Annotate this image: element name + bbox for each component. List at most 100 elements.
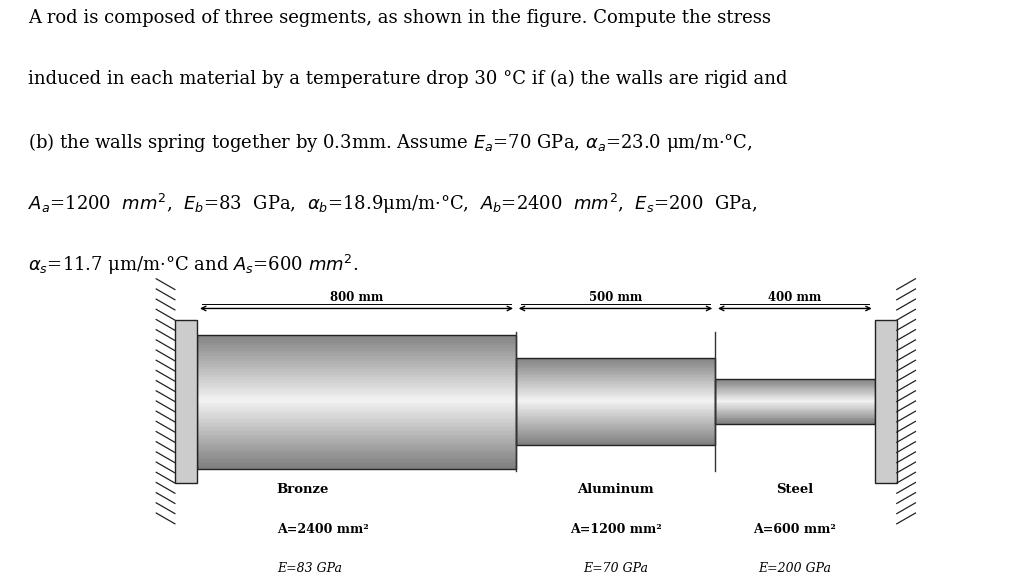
Bar bbox=[197, 348, 516, 351]
Bar bbox=[516, 396, 715, 398]
Bar bbox=[197, 447, 516, 450]
Bar bbox=[715, 379, 875, 424]
Bar bbox=[197, 418, 516, 420]
Bar bbox=[197, 439, 516, 442]
Bar bbox=[516, 398, 715, 400]
Bar bbox=[516, 430, 715, 431]
Bar bbox=[197, 460, 516, 463]
Bar bbox=[197, 431, 516, 434]
Bar bbox=[715, 382, 875, 383]
Text: E=83 GPa: E=83 GPa bbox=[277, 562, 342, 575]
Bar bbox=[715, 409, 875, 410]
Text: Bronze: Bronze bbox=[277, 483, 330, 496]
Bar bbox=[197, 423, 516, 425]
Bar bbox=[715, 405, 875, 406]
Bar bbox=[715, 414, 875, 415]
Text: A=600 mm²: A=600 mm² bbox=[753, 523, 836, 535]
Bar bbox=[197, 378, 516, 380]
Bar bbox=[516, 384, 715, 386]
Bar bbox=[715, 395, 875, 396]
Bar bbox=[715, 406, 875, 407]
Bar bbox=[516, 395, 715, 396]
Bar bbox=[715, 386, 875, 388]
Bar bbox=[715, 420, 875, 421]
Bar bbox=[715, 408, 875, 409]
Bar bbox=[715, 416, 875, 417]
Text: A=2400 mm²: A=2400 mm² bbox=[277, 523, 369, 535]
Bar bbox=[715, 421, 875, 422]
Bar bbox=[197, 463, 516, 466]
Bar bbox=[516, 402, 715, 403]
Bar bbox=[516, 377, 715, 379]
Bar bbox=[197, 361, 516, 364]
Bar bbox=[516, 382, 715, 384]
Bar bbox=[197, 364, 516, 367]
Bar bbox=[197, 340, 516, 343]
Bar bbox=[197, 372, 516, 375]
Bar bbox=[197, 367, 516, 370]
Bar bbox=[516, 421, 715, 423]
Bar bbox=[197, 345, 516, 348]
Bar bbox=[197, 452, 516, 455]
Bar bbox=[516, 368, 715, 370]
Bar bbox=[197, 353, 516, 356]
Bar bbox=[715, 423, 875, 424]
Bar bbox=[715, 418, 875, 419]
Bar bbox=[715, 392, 875, 393]
Bar bbox=[197, 335, 516, 338]
Text: E=70 GPa: E=70 GPa bbox=[583, 562, 648, 575]
Bar bbox=[715, 383, 875, 384]
Bar bbox=[197, 428, 516, 431]
Bar bbox=[516, 416, 715, 417]
Bar bbox=[516, 361, 715, 363]
Bar bbox=[715, 397, 875, 398]
Bar bbox=[516, 403, 715, 405]
Bar bbox=[715, 399, 875, 400]
Bar bbox=[715, 404, 875, 405]
Bar bbox=[516, 391, 715, 393]
Bar bbox=[516, 428, 715, 430]
Text: A rod is composed of three segments, as shown in the figure. Compute the stress: A rod is composed of three segments, as … bbox=[28, 9, 771, 27]
Bar bbox=[516, 443, 715, 445]
Bar bbox=[516, 426, 715, 428]
Bar bbox=[197, 393, 516, 396]
Bar bbox=[516, 423, 715, 424]
Bar bbox=[516, 386, 715, 388]
Bar bbox=[516, 431, 715, 433]
Bar bbox=[516, 400, 715, 402]
Bar bbox=[197, 338, 516, 340]
Bar bbox=[715, 417, 875, 418]
Bar bbox=[197, 359, 516, 361]
Bar bbox=[516, 405, 715, 407]
Bar bbox=[197, 380, 516, 383]
Bar bbox=[197, 370, 516, 372]
Bar bbox=[715, 413, 875, 414]
Bar bbox=[197, 450, 516, 452]
Bar bbox=[516, 365, 715, 367]
Bar bbox=[516, 407, 715, 409]
Bar bbox=[715, 407, 875, 408]
Bar bbox=[197, 425, 516, 428]
Bar bbox=[516, 360, 715, 361]
Bar bbox=[516, 417, 715, 419]
Bar bbox=[715, 393, 875, 395]
Bar bbox=[516, 442, 715, 443]
Bar bbox=[516, 409, 715, 410]
Bar bbox=[516, 367, 715, 368]
Bar bbox=[715, 398, 875, 399]
Bar bbox=[197, 402, 516, 404]
Text: Steel: Steel bbox=[776, 483, 814, 496]
Text: $\alpha_s$=11.7 μm/m·°C and $A_s$=600 $mm^2$.: $\alpha_s$=11.7 μm/m·°C and $A_s$=600 $m… bbox=[28, 253, 359, 277]
Bar bbox=[715, 388, 875, 389]
Bar bbox=[197, 420, 516, 423]
Bar bbox=[516, 438, 715, 440]
Bar bbox=[516, 379, 715, 381]
Text: $A_a$=1200  $mm^2$,  $E_b$=83  GPa,  $\alpha_b$=18.9μm/m·°C,  $A_b$=2400  $mm^2$: $A_a$=1200 $mm^2$, $E_b$=83 GPa, $\alpha… bbox=[28, 192, 757, 216]
Bar bbox=[197, 343, 516, 345]
Bar bbox=[516, 435, 715, 436]
Bar bbox=[516, 393, 715, 395]
Bar bbox=[197, 455, 516, 458]
Bar bbox=[516, 414, 715, 416]
Bar bbox=[516, 363, 715, 365]
Bar bbox=[197, 404, 516, 407]
